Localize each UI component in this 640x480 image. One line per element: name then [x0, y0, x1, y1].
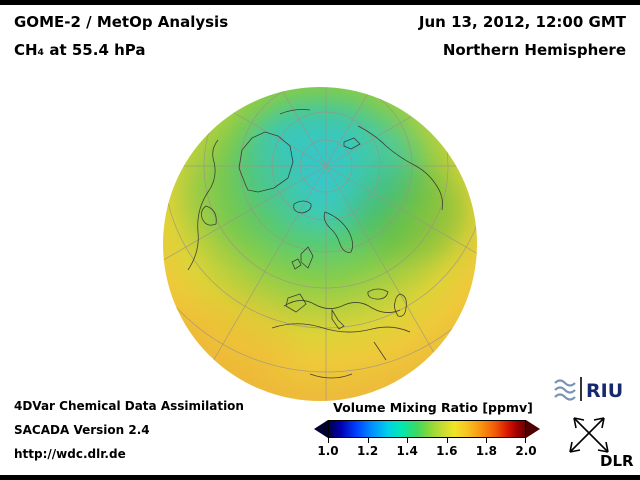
plot-datetime: Jun 13, 2012, 12:00 GMT	[418, 13, 626, 31]
coast-bering	[279, 109, 311, 115]
header-left: GOME-2 / MetOp Analysis CH₄ at 55.4 hPa	[14, 13, 228, 59]
plot-subtitle: CH₄ at 55.4 hPa	[14, 41, 146, 59]
coast-italy	[331, 308, 345, 330]
colorbar-tick-label: 1.4	[396, 444, 418, 458]
coast-africa-interior	[309, 373, 353, 379]
dlr-logo-text: DLR	[600, 452, 634, 470]
colorbar-labels: 1.0 1.2 1.4 1.6 1.8 2.0	[317, 444, 536, 460]
coast-scandinavia	[323, 211, 353, 253]
coast-mediterranean-north	[283, 300, 401, 313]
coast-red-sea	[373, 341, 387, 361]
credit-version: SACADA Version 2.4	[14, 423, 150, 437]
globe-figure	[163, 87, 477, 401]
colorbar-tick-label: 1.2	[356, 444, 379, 458]
colorbar-gradient	[328, 420, 526, 438]
colorbar-left-arrow	[314, 420, 328, 438]
riu-logo-text: RIU	[586, 380, 623, 402]
colorbar-tick-label: 2.0	[515, 444, 537, 458]
colorbar-ticks	[328, 438, 526, 443]
plot-region: Northern Hemisphere	[442, 41, 626, 59]
credit-assimilation: 4DVar Chemical Data Assimilation	[14, 399, 244, 413]
header-right: Jun 13, 2012, 12:00 GMT Northern Hemisph…	[419, 13, 626, 59]
colorbar-tick-label: 1.0	[317, 444, 339, 458]
plot-title: GOME-2 / MetOp Analysis	[14, 13, 229, 31]
riu-waves-icon	[554, 379, 576, 401]
colorbar-right-arrow	[526, 420, 540, 438]
coast-iberia	[285, 293, 307, 313]
coast-hudson-bay	[201, 205, 217, 226]
coast-greenland	[238, 131, 294, 193]
dlr-arrow-icon	[569, 417, 609, 453]
colorbar-tick-label: 1.6	[436, 444, 458, 458]
dlr-logo: DLR	[569, 417, 634, 470]
coast-svalbard	[343, 137, 361, 150]
credit-url: http://wdc.dlr.de	[14, 447, 126, 461]
coast-iceland	[293, 200, 312, 214]
colorbar-bar-row	[314, 420, 552, 438]
coast-ireland	[291, 258, 302, 270]
coast-siberia	[357, 125, 443, 211]
top-frame-bar	[0, 0, 640, 5]
coast-north-america	[187, 139, 219, 271]
bottom-frame-bar	[0, 475, 640, 480]
footer-credits: 4DVar Chemical Data Assimilation SACADA …	[14, 399, 244, 471]
coast-britain	[300, 246, 314, 269]
colorbar: Volume Mixing Ratio [ppmv] 1.0 1.2 1.4 1…	[314, 400, 552, 460]
colorbar-title: Volume Mixing Ratio [ppmv]	[333, 400, 533, 415]
coast-caspian	[394, 293, 407, 317]
coast-black-sea	[367, 288, 389, 300]
riu-logo: RIU	[554, 377, 623, 402]
colorbar-tick-label: 1.8	[475, 444, 498, 458]
coastlines	[187, 109, 443, 379]
coast-africa-north	[271, 323, 411, 333]
